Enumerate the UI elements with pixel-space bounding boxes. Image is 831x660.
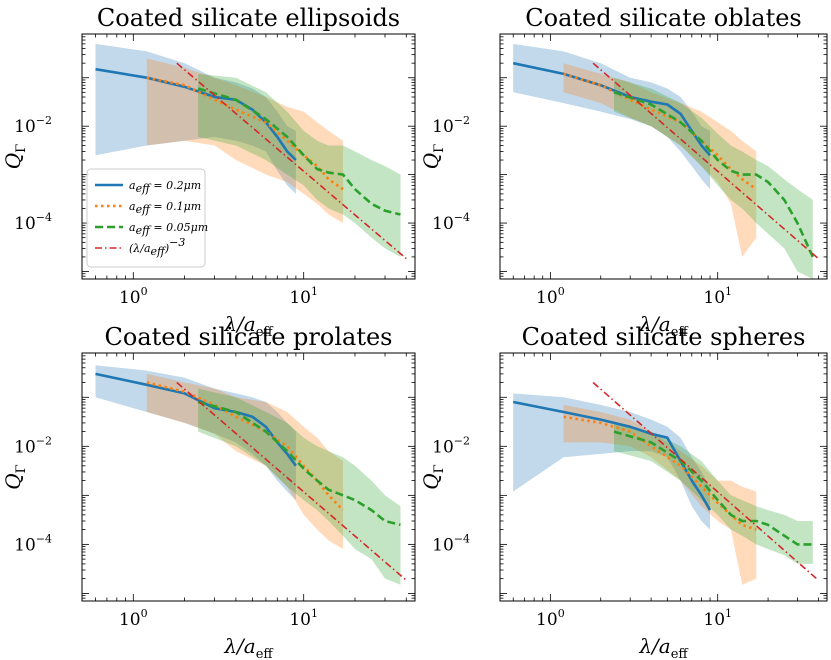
line-series-3: [197, 400, 401, 527]
panel-title: Coated silicate spheres: [522, 323, 806, 351]
legend-label-3: aeff = 0.05μm: [129, 221, 208, 237]
axes-frame: [81, 33, 416, 280]
panel-4: 100 101 10−2 10−4 Coated silicate spheres λ/a…: [419, 323, 828, 660]
panel-title: Coated silicate oblates: [525, 4, 802, 32]
line-series-2: [563, 415, 757, 531]
line-series-3: [613, 430, 813, 546]
y-axis-label: QΓ: [1, 144, 29, 169]
line-series-4: [592, 381, 819, 581]
line-series-1: [512, 400, 712, 511]
band-series-3: [614, 422, 813, 564]
y-tick-label: 10−4: [14, 532, 52, 555]
y-tick-label: 10−2: [14, 434, 52, 457]
line-series-2: [146, 76, 344, 191]
band-series-1: [95, 365, 296, 501]
panel-title: Coated silicate ellipsoids: [97, 4, 400, 32]
line-series-2: [146, 381, 344, 512]
panel-3: 100 101 10−2 10−4 Coated silicate prolates λ/…: [1, 323, 416, 660]
y-axis-label: QΓ: [419, 144, 447, 169]
y-tick-label: 10−2: [14, 114, 52, 137]
axes-frame: [81, 352, 416, 602]
legend-label-4: (λ/aeff)−3: [129, 236, 185, 258]
x-tick-label: 100: [119, 607, 148, 630]
panel-2: 100 101 10−2 10−4 Coated silicate oblates λ/a…: [419, 4, 828, 340]
y-tick-label: 10−2: [432, 114, 470, 137]
y-tick-label: 10−4: [14, 211, 52, 234]
y-tick-label: 10−2: [432, 434, 470, 457]
x-axis-label: λ/aeff: [223, 634, 274, 660]
y-axis-label: QΓ: [419, 464, 447, 489]
line-series-4: [176, 381, 407, 581]
band-series-3: [198, 73, 401, 257]
legend-box: [86, 168, 206, 268]
band-series-3: [614, 77, 813, 279]
panel-title: Coated silicate prolates: [105, 323, 393, 351]
x-tick-label: 101: [703, 607, 732, 630]
x-tick-label: 101: [703, 285, 732, 308]
line-series-4: [592, 62, 819, 260]
axes-frame: [499, 352, 828, 602]
band-series-3: [198, 388, 401, 585]
x-tick-label: 100: [536, 285, 565, 308]
band-series-1: [513, 43, 710, 190]
y-axis-label: QΓ: [1, 464, 29, 489]
line-series-4: [176, 62, 407, 260]
y-tick-label: 10−4: [432, 532, 470, 555]
band-series-1: [513, 393, 710, 530]
legend-label-1: aeff = 0.2μm: [129, 179, 201, 195]
x-axis-label: λ/aeff: [223, 312, 274, 340]
x-tick-label: 101: [289, 607, 318, 630]
x-axis-label: λ/aeff: [638, 312, 689, 340]
axes-frame: [499, 33, 828, 280]
x-tick-label: 100: [119, 285, 148, 308]
legend: aeff = 0.2μm aeff = 0.1μm aeff = 0.05μm(λ/…: [86, 168, 208, 268]
band-series-2: [146, 58, 343, 224]
band-series-2: [146, 373, 343, 550]
x-tick-label: 100: [536, 607, 565, 630]
line-series-3: [613, 91, 814, 258]
band-series-1: [95, 43, 296, 194]
x-axis-label: λ/aeff: [638, 634, 689, 660]
panel-1: 100 101 10−2 10−4 Coated silicate ellipsoids…: [1, 4, 416, 340]
x-tick-label: 101: [289, 285, 318, 308]
line-series-3: [197, 87, 401, 216]
y-tick-label: 10−4: [432, 211, 470, 234]
legend-label-2: aeff = 0.1μm: [129, 200, 201, 216]
